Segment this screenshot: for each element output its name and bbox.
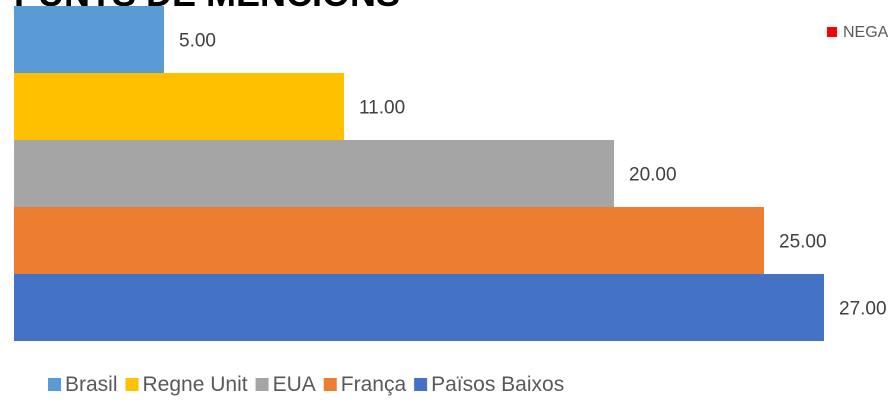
data-label: 27.00 [839, 299, 887, 320]
legend-label: Brasil [65, 373, 118, 396]
data-label: 25.00 [779, 232, 827, 253]
legend-label: EUA [273, 373, 316, 396]
legend-swatch [48, 378, 61, 391]
legend-label: Països Baixos [431, 373, 564, 396]
legend-swatch [255, 378, 269, 391]
data-label: 11.00 [359, 98, 405, 119]
legend-label: Regne Unit [143, 373, 248, 396]
bar [14, 140, 614, 207]
bar [14, 73, 344, 140]
legend-label: NEGA [843, 24, 889, 41]
bar [14, 274, 824, 341]
bar [14, 207, 764, 274]
legend-label: França [341, 373, 407, 396]
data-label: 20.00 [629, 165, 677, 186]
legend-swatch [125, 378, 139, 391]
legend-swatch [414, 378, 428, 391]
bar [14, 6, 164, 73]
legend-swatch [323, 378, 337, 391]
legend-swatch [827, 27, 837, 37]
data-label: 5.00 [179, 31, 216, 52]
